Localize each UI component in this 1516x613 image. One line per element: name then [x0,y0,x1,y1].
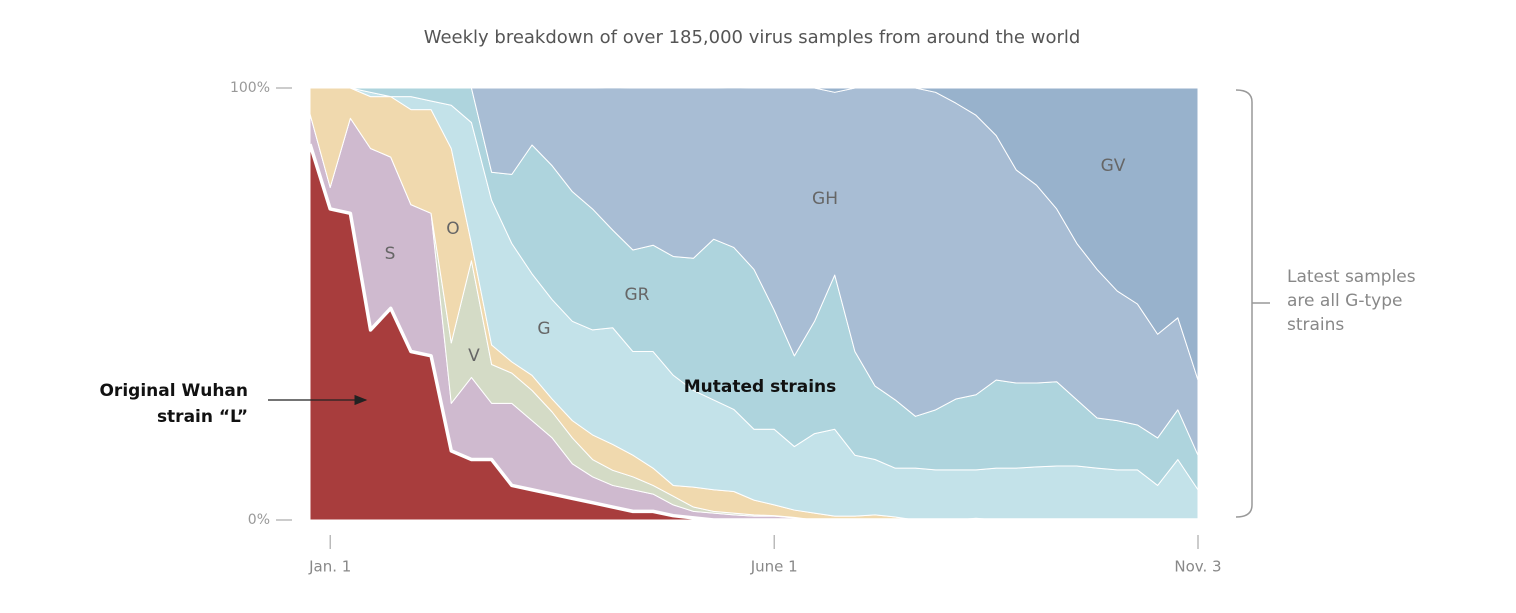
x-tick-label: Jan. 1 [308,558,351,576]
chart-title: Weekly breakdown of over 185,000 virus s… [424,27,1081,48]
annotation: Latest samples [1287,267,1416,287]
annotation: Mutated strains [684,377,837,397]
annotation: Original Wuhan [99,381,248,401]
y-tick-label: 100% [230,80,270,96]
series-label: GH [812,189,838,209]
x-tick-label: Nov. 3 [1174,558,1221,576]
plot-area [308,87,1199,522]
x-tick-label: June 1 [750,558,798,576]
series-label: G [537,319,550,339]
series-label: GR [625,285,650,305]
series-label: O [446,219,459,239]
series-label: V [468,346,480,366]
annotation: strain “L” [157,407,248,427]
series-label: GV [1101,156,1126,176]
series-label: S [385,244,396,264]
series-edge [308,143,1198,522]
y-tick-label: 0% [248,512,270,528]
annotation: are all G-type [1287,291,1402,311]
annotation: strains [1287,315,1344,335]
area [309,87,1199,381]
bracket [1235,89,1270,518]
